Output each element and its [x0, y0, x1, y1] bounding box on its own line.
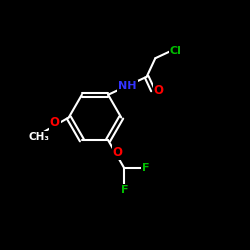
Text: O: O — [50, 116, 60, 129]
Text: CH₃: CH₃ — [29, 132, 50, 142]
Text: O: O — [112, 146, 122, 159]
Text: F: F — [142, 164, 150, 173]
Text: Cl: Cl — [170, 46, 181, 56]
Text: F: F — [121, 185, 128, 195]
Text: O: O — [154, 84, 164, 97]
Text: NH: NH — [118, 81, 137, 91]
